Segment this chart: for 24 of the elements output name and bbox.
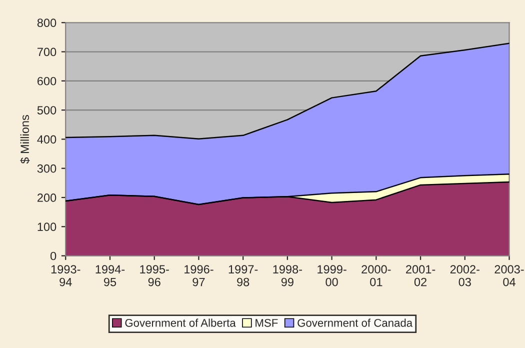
y-tick-label: 400	[37, 135, 56, 144]
y-axis-title: $ Millions	[20, 115, 30, 164]
x-tick-label: 2001- 02	[406, 265, 436, 286]
legend-label: Government of Canada	[298, 318, 413, 327]
y-tick-label: 800	[37, 18, 56, 28]
x-tick-label: 2003- 04	[494, 265, 524, 286]
y-tick-label: 600	[38, 76, 56, 86]
x-tick-label: 1993- 94	[51, 265, 80, 286]
y-tick-label: 100	[38, 222, 56, 232]
x-tick-label: 1995- 96	[140, 265, 169, 286]
y-tick-label: 200	[37, 194, 56, 202]
x-tick-label: 1997- 98	[228, 265, 258, 286]
y-tick-label: 0	[50, 252, 56, 260]
x-tick-label: 1999- 00	[318, 265, 346, 286]
legend-label: MSF	[256, 318, 278, 327]
x-tick-label: 2000- 01	[362, 265, 391, 286]
x-tick-label: 1998- 99	[273, 265, 302, 286]
y-tick-label: 300	[37, 164, 56, 173]
legend-label: Government of Alberta	[125, 318, 236, 327]
x-tick-label: 1994- 95	[96, 265, 125, 286]
x-tick-label: 1996- 97	[184, 265, 214, 286]
y-tick-label: 700	[38, 48, 56, 56]
x-tick-label: 2002- 03	[450, 265, 480, 286]
y-tick-label: 500	[37, 106, 56, 114]
